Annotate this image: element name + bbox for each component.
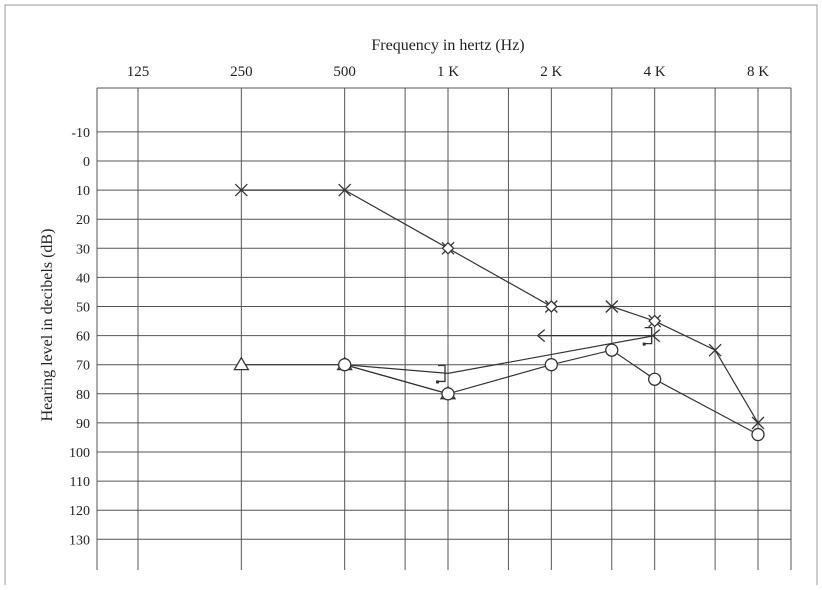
x-marker — [708, 343, 722, 357]
y-tick-label: 70 — [76, 359, 90, 374]
x-marker — [234, 183, 248, 197]
x-marker-stroke — [708, 343, 722, 357]
x-marker-stroke — [234, 183, 248, 197]
y-tick-label: 10 — [76, 184, 90, 199]
chevron-marker-shape — [536, 329, 546, 343]
bracket-marker-shape — [644, 326, 653, 345]
x-tick-label: 8 K — [747, 64, 769, 80]
circle-marker — [605, 343, 619, 357]
y-tick-label: 90 — [76, 417, 90, 432]
x-marker-stroke — [605, 300, 619, 313]
circle-marker-shape — [544, 358, 558, 372]
y-tick-label: 60 — [76, 330, 90, 345]
series-lines — [241, 189, 759, 436]
y-tick-label: 80 — [76, 388, 90, 403]
y-tick-label: 100 — [69, 446, 90, 461]
grid — [96, 87, 792, 570]
x-marker-stroke — [751, 416, 765, 430]
x-tick-label: 125 — [127, 64, 150, 80]
y-tick-label: -10 — [71, 126, 90, 141]
circle-marker — [441, 387, 455, 401]
circle-marker — [751, 427, 765, 442]
diamond-marker-shape — [441, 241, 455, 255]
bracket-marker-shape — [438, 364, 446, 383]
left-chevron-marker — [536, 329, 546, 343]
x-axis-title: Frequency in hertz (Hz) — [371, 37, 524, 54]
y-tick-label: 0 — [83, 155, 90, 170]
left-chevron-marker — [651, 329, 661, 343]
x-tick-label: 4 K — [644, 64, 666, 80]
circle-marker-shape — [441, 387, 455, 401]
chevron-marker-shape — [651, 329, 661, 343]
circle-marker — [544, 358, 558, 372]
circle-marker-shape — [751, 427, 765, 442]
right-bracket-marker — [642, 326, 653, 346]
circle-marker-shape — [648, 372, 662, 386]
circle-marker — [648, 372, 662, 386]
bracket-marker-dot — [436, 380, 439, 384]
triangle-marker — [233, 356, 250, 371]
x-marker-stroke — [338, 183, 352, 197]
x-marker — [338, 183, 352, 197]
series-line — [241, 189, 759, 424]
x-marker — [751, 416, 765, 430]
circle-marker-shape — [605, 343, 619, 357]
x-tick-label: 1 K — [437, 64, 459, 80]
y-tick-label: 110 — [70, 475, 90, 490]
x-tick-label: 2 K — [540, 64, 562, 80]
diamond-marker-shape — [648, 314, 662, 328]
triangle-marker-shape — [233, 356, 250, 371]
y-tick-label: 50 — [76, 301, 90, 316]
y-tick-label: 120 — [69, 504, 90, 519]
y-axis-title: Hearing level in decibels (dB) — [39, 229, 56, 422]
circle-marker — [338, 358, 352, 372]
diamond-marker — [544, 300, 558, 313]
x-tick-label: 500 — [333, 64, 356, 80]
y-tick-label: 20 — [76, 213, 90, 228]
series-line — [344, 349, 759, 436]
diamond-marker — [648, 314, 662, 328]
y-tick-label: 30 — [76, 242, 90, 257]
tick-labels: -10 0 10 20 30 40 50 60 70 80 90 100 110 120 130 125 250… — [69, 64, 769, 548]
diamond-marker-shape — [544, 300, 558, 313]
chart-frame — [4, 4, 818, 590]
y-tick-label: 130 — [69, 533, 90, 548]
x-marker — [605, 300, 619, 313]
right-bracket-marker — [436, 364, 446, 384]
x-tick-label: 250 — [230, 64, 253, 80]
circle-marker-shape — [338, 358, 352, 372]
diamond-marker — [441, 241, 455, 255]
series-line — [344, 335, 655, 375]
bracket-marker-dot — [642, 342, 646, 346]
series-markers — [233, 183, 765, 442]
y-tick-label: 40 — [76, 271, 90, 286]
